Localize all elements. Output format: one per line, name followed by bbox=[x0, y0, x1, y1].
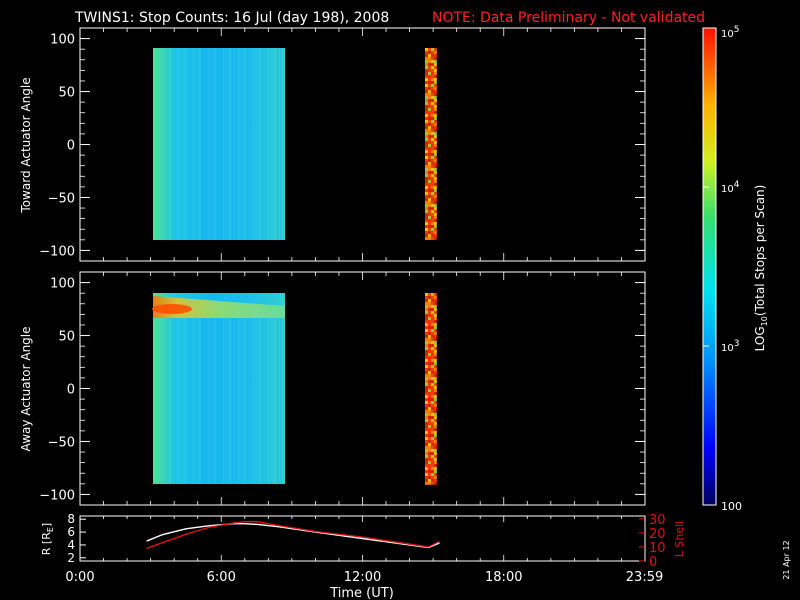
away-data-block-1 bbox=[153, 293, 285, 484]
x-tick-label: 0:00 bbox=[65, 570, 94, 585]
colorbar-label: LOG10(Total Stops per Scan) bbox=[753, 185, 769, 352]
toward-data-block-1 bbox=[153, 48, 285, 240]
away-ytick-label: −100 bbox=[39, 488, 75, 503]
toward-ytick-label: 0 bbox=[67, 139, 75, 154]
x-tick-label: 23:59 bbox=[626, 570, 663, 585]
away-ytick-label: 0 bbox=[67, 383, 75, 398]
toward-ytick-label: 50 bbox=[58, 86, 75, 101]
colorbar: 105 104 103 100 LOG10(Total Stops per Sc… bbox=[702, 25, 769, 513]
away-ylabel: Away Actuator Angle bbox=[19, 326, 33, 451]
l-shell-ytick-label: 0 bbox=[649, 555, 657, 570]
r-series-line bbox=[146, 523, 440, 549]
away-ytick-label: 100 bbox=[50, 277, 75, 292]
away-ytick-label: −50 bbox=[48, 435, 75, 450]
toward-panel: Toward Actuator Angle 100 50 0 −50 −100 bbox=[19, 27, 646, 262]
l-shell-ytick-label: 10 bbox=[649, 541, 666, 556]
colorbar-gradient bbox=[702, 27, 717, 506]
colorbar-tick-1e4: 104 bbox=[721, 180, 740, 195]
preliminary-note: NOTE: Data Preliminary - Not validated bbox=[432, 10, 705, 26]
r-axis-label: R [RE] bbox=[40, 523, 55, 555]
toward-ytick-label: −50 bbox=[48, 191, 75, 206]
chart-title: TWINS1: Stop Counts: 16 Jul (day 198), 2… bbox=[74, 10, 389, 26]
toward-ytick-label: −100 bbox=[39, 244, 75, 259]
x-axis-label: Time (UT) bbox=[329, 586, 394, 600]
away-panel: Away Actuator Angle 100 50 0 −50 −100 bbox=[19, 271, 646, 506]
r-ytick-label: 8 bbox=[67, 512, 75, 526]
l-shell-ytick-label: 20 bbox=[649, 527, 666, 542]
l-shell-series-line bbox=[146, 520, 440, 550]
r-ytick-label: 6 bbox=[67, 525, 75, 539]
colorbar-tick-1e3: 103 bbox=[721, 339, 739, 354]
x-tick-label: 12:00 bbox=[344, 570, 381, 585]
x-tick-label: 18:00 bbox=[485, 570, 522, 585]
x-tick-label: 6:00 bbox=[207, 570, 236, 585]
l-shell-ytick-label: 30 bbox=[649, 513, 666, 528]
away-hotspot bbox=[152, 304, 192, 314]
colorbar-tick-1e5: 105 bbox=[721, 25, 739, 40]
colorbar-tick-100: 100 bbox=[721, 500, 742, 513]
r-ytick-label: 2 bbox=[67, 551, 75, 565]
date-stamp: 21 Apr 12 bbox=[782, 540, 791, 579]
away-ytick-label: 50 bbox=[58, 330, 75, 345]
toward-ytick-label: 100 bbox=[50, 33, 75, 48]
l-shell-axis-label: L Shell bbox=[673, 521, 686, 557]
toward-ylabel: Toward Actuator Angle bbox=[19, 77, 33, 213]
r-ytick-label: 4 bbox=[67, 538, 75, 552]
